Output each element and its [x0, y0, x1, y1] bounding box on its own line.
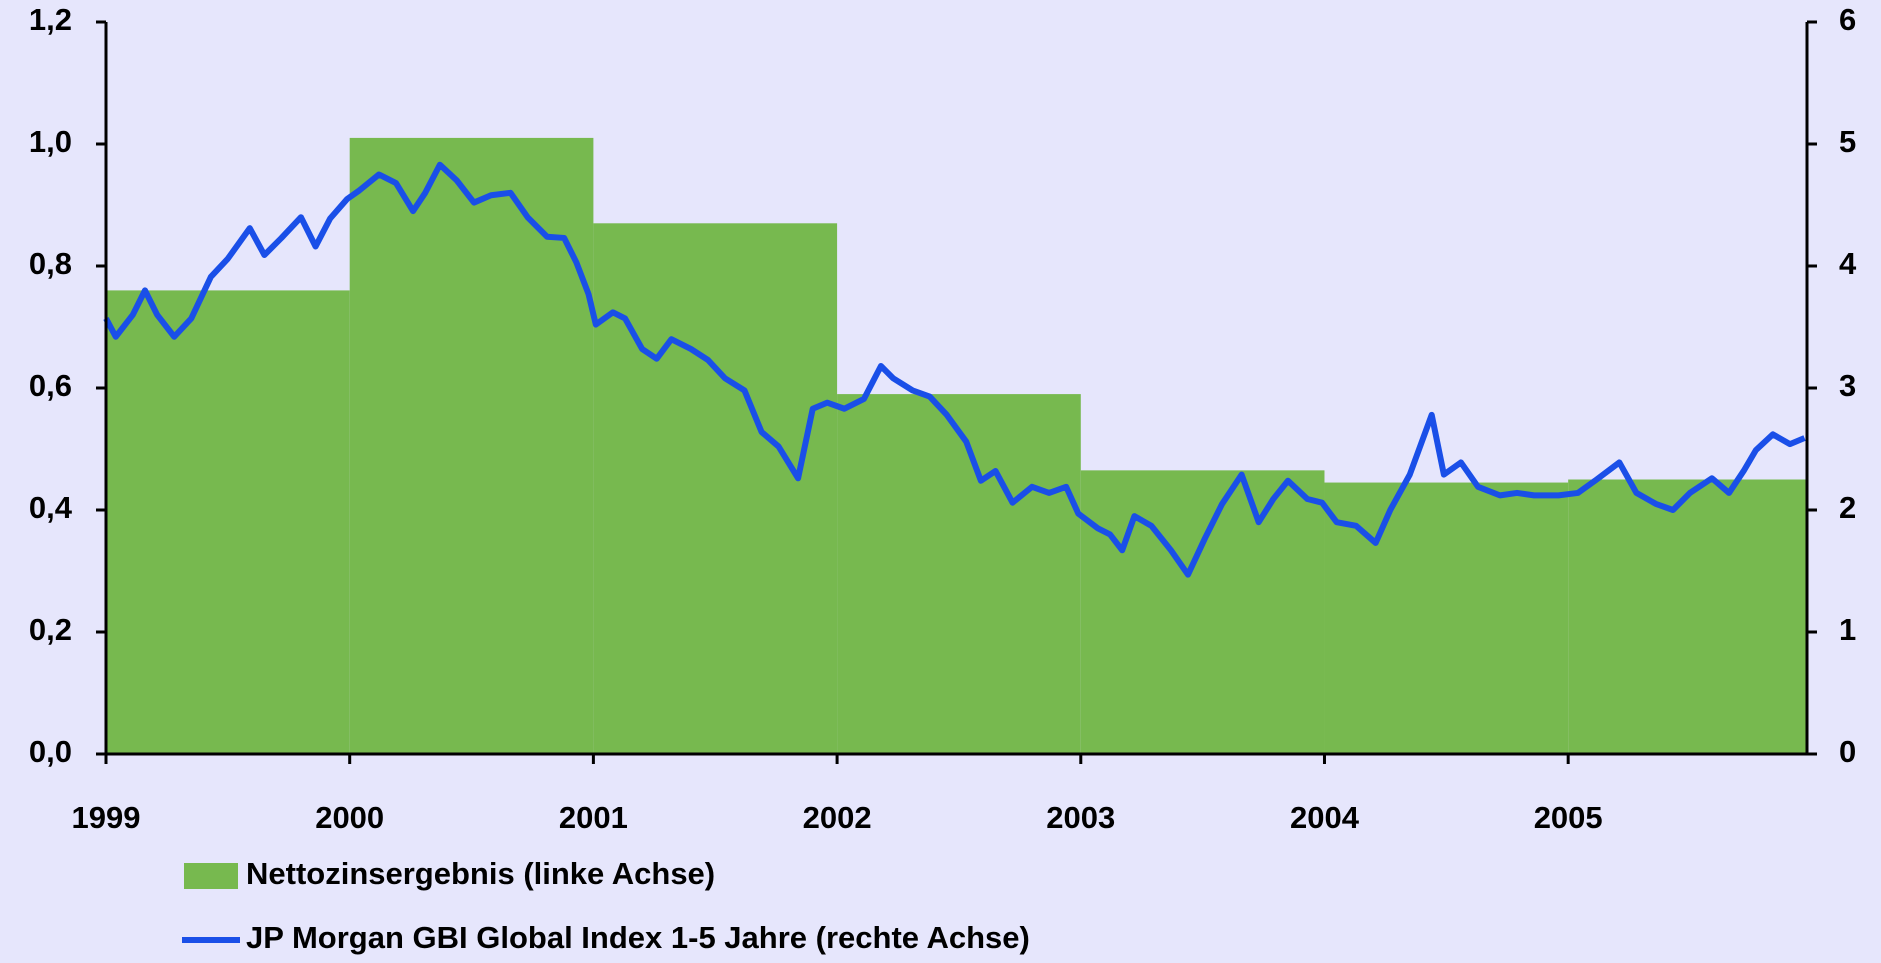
area-step	[1568, 479, 1807, 754]
area-step	[1324, 482, 1569, 754]
x-tick-label: 2000	[315, 800, 384, 835]
y-tick-label: 1,2	[29, 2, 72, 37]
y2-tick-label: 5	[1839, 124, 1856, 159]
y2-tick-label: 2	[1839, 490, 1856, 525]
x-tick-label: 2002	[803, 800, 872, 835]
area-step	[106, 290, 350, 754]
x-tick-label: 2004	[1290, 800, 1360, 835]
area-step	[349, 137, 594, 754]
x-tick-label: 2001	[559, 800, 628, 835]
area-step	[593, 223, 838, 755]
y-tick-label: 1,0	[29, 124, 72, 159]
y-tick-label: 0,2	[29, 612, 72, 647]
y2-tick-label: 6	[1839, 2, 1856, 37]
y2-tick-label: 3	[1839, 368, 1856, 403]
line	[103, 161, 1806, 578]
legend-swatch	[184, 863, 238, 889]
y-tick-label: 0,4	[29, 490, 73, 525]
area-step	[1080, 470, 1325, 754]
y2-tick-label: 4	[1839, 246, 1857, 281]
area-step	[837, 394, 1081, 754]
x-tick-label: 1999	[72, 800, 141, 835]
legend-label: JP Morgan GBI Global Index 1-5 Jahre (re…	[246, 920, 1030, 955]
y-tick-label: 0,8	[29, 246, 72, 281]
legend-label: Nettozinsergebnis (linke Achse)	[246, 856, 715, 891]
x-tick-label: 2005	[1534, 800, 1603, 835]
y-tick-label: 0,6	[29, 368, 72, 403]
y-tick-label: 0,0	[29, 734, 72, 769]
y2-tick-label: 0	[1839, 734, 1856, 769]
x-tick-label: 2003	[1046, 800, 1115, 835]
y2-tick-label: 1	[1839, 612, 1856, 647]
